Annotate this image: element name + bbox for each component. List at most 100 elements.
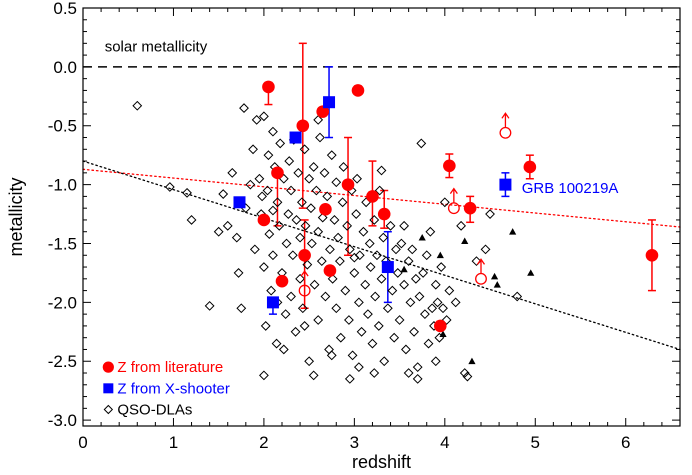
qso-dla-point — [266, 285, 277, 296]
qso-dla-point — [299, 321, 310, 331]
solar-metallicity-label: solar metallicity — [105, 39, 208, 56]
qso-dla-point — [327, 273, 338, 284]
qso-dla-point — [441, 315, 452, 325]
triangle-point — [490, 272, 499, 280]
xshooter-point — [289, 131, 302, 144]
qso-dla-point — [259, 370, 269, 381]
xshooter-point — [233, 196, 246, 209]
qso-dla-point — [227, 167, 238, 178]
qso-dla-point — [391, 244, 401, 255]
triangle-point — [468, 357, 476, 365]
literature-point — [275, 274, 289, 288]
qso-dla-point — [297, 303, 308, 314]
literature-point — [645, 248, 659, 262]
qso-dla-point — [399, 279, 410, 290]
qso-dla-point — [396, 238, 407, 249]
plot-frame — [82, 7, 681, 427]
qso-dla-point — [376, 273, 387, 284]
qso-dla-point — [251, 114, 262, 125]
axes: redshift metallicity 0 1 2 3 4 5 6 0.5 0.0 -0.5 -1… — [6, 0, 681, 472]
literature-point — [377, 207, 391, 221]
qso-dla-point — [164, 182, 175, 192]
qso-dla-point — [427, 303, 438, 314]
qso-dla-point — [374, 185, 385, 196]
qso-dla-point — [311, 185, 322, 196]
qso-dla-point — [401, 344, 411, 355]
qso-dla-point — [340, 285, 351, 296]
qso-dla-point — [245, 179, 256, 190]
grb-annotation: GRB 100219A — [522, 180, 619, 197]
triangle-point — [436, 251, 444, 259]
qso-dla-point — [259, 111, 269, 122]
qso-dla-point — [320, 291, 331, 302]
solar-metallicity-line-group: solar metallicity — [83, 39, 680, 68]
qso-dla-point — [313, 226, 324, 237]
qso-dla-point — [300, 220, 311, 231]
qso-dla-point — [352, 173, 362, 184]
qso-dla-point — [316, 256, 327, 267]
fit-line-1 — [82, 160, 681, 351]
qso-dla-point — [369, 368, 380, 378]
qso-dla-point — [480, 244, 491, 255]
error-bars — [264, 42, 656, 315]
triangle-point — [400, 265, 408, 273]
y-tick-label: -2.0 — [48, 293, 77, 312]
x-tick-label: 2 — [259, 433, 268, 452]
qso-dla-point — [257, 191, 268, 202]
qso-dla-point — [456, 220, 467, 231]
qso-dla-point — [353, 297, 364, 308]
qso-dla-point — [280, 309, 291, 320]
qso-dla-point — [295, 232, 305, 243]
y-tick-label: 0.5 — [53, 0, 77, 18]
literature-point — [351, 84, 365, 97]
literature-point — [433, 319, 447, 333]
legend-label-literature: Z from literature — [117, 359, 223, 376]
qso-dla-point — [372, 250, 382, 261]
qso-dla-point — [331, 177, 342, 188]
qso-dla-point — [334, 256, 345, 267]
xshooter-point — [499, 178, 512, 191]
qso-dla-point — [365, 262, 376, 272]
qso-dla-point — [351, 209, 362, 219]
data-points — [132, 80, 659, 384]
literature-point — [296, 119, 310, 133]
qso-dla-point — [370, 291, 381, 302]
qso-dla-point — [363, 309, 373, 320]
qso-dla-point — [213, 226, 224, 237]
literature-lower-limit — [475, 272, 487, 285]
y-tick-label: -1.0 — [48, 176, 77, 195]
x-tick-label: 6 — [621, 433, 630, 452]
x-axis-label: redshift — [352, 452, 411, 472]
qso-dla-point — [344, 315, 354, 325]
literature-point — [316, 105, 330, 118]
qso-dla-point — [407, 244, 418, 255]
legend-label-xshooter: Z from X-shooter — [117, 380, 230, 397]
x-tick-label: 4 — [440, 433, 449, 452]
qso-dla-point — [369, 215, 380, 225]
qso-dla-point — [333, 232, 343, 243]
xshooter-point — [266, 296, 279, 309]
qso-dla-point — [268, 126, 278, 137]
qso-dla-point — [459, 368, 470, 378]
qso-dla-point — [367, 338, 378, 349]
qso-dla-point — [231, 232, 242, 243]
triangle-point — [461, 237, 469, 245]
xshooter-point — [323, 96, 336, 109]
qso-dla-point — [338, 162, 349, 172]
qso-dla-point — [271, 338, 282, 349]
qso-dla-point — [329, 215, 340, 225]
qso-dla-point — [264, 229, 275, 239]
xshooter-point — [381, 261, 394, 274]
qso-dla-point — [354, 250, 365, 261]
qso-dla-point — [403, 368, 414, 378]
triangle-point — [527, 269, 535, 276]
qso-dla-point — [344, 244, 355, 255]
qso-dla-point — [295, 273, 305, 284]
qso-dla-point — [356, 326, 367, 337]
qso-dla-point — [283, 209, 294, 219]
qso-dla-point — [222, 220, 233, 231]
lower-limit-arrow-head — [501, 112, 510, 119]
x-tick-label: 3 — [350, 433, 359, 452]
qso-dla-point — [281, 238, 292, 249]
